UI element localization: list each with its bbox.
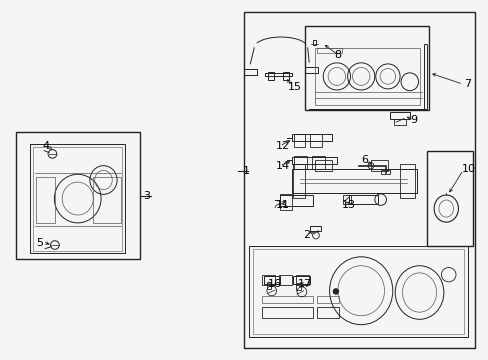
Text: 15: 15 — [287, 82, 302, 92]
Bar — [244, 12, 474, 348]
Text: 3: 3 — [143, 191, 150, 201]
Text: 1: 1 — [243, 166, 249, 176]
Text: 16: 16 — [267, 279, 281, 289]
Text: 4: 4 — [42, 141, 50, 151]
Text: 9: 9 — [409, 115, 416, 125]
Bar — [305, 26, 428, 111]
Ellipse shape — [332, 289, 338, 294]
Bar — [16, 132, 140, 258]
Text: 17: 17 — [297, 279, 311, 289]
Text: 2: 2 — [302, 230, 309, 240]
Text: 6: 6 — [361, 156, 367, 165]
Text: 14: 14 — [276, 161, 290, 171]
Text: 5: 5 — [36, 238, 43, 248]
Text: 7: 7 — [463, 78, 470, 89]
Text: 13: 13 — [341, 200, 355, 210]
Text: 11: 11 — [276, 200, 289, 210]
Bar — [426, 152, 472, 246]
Text: 10: 10 — [461, 164, 475, 174]
Text: 12: 12 — [276, 141, 290, 151]
Text: 8: 8 — [334, 50, 341, 60]
